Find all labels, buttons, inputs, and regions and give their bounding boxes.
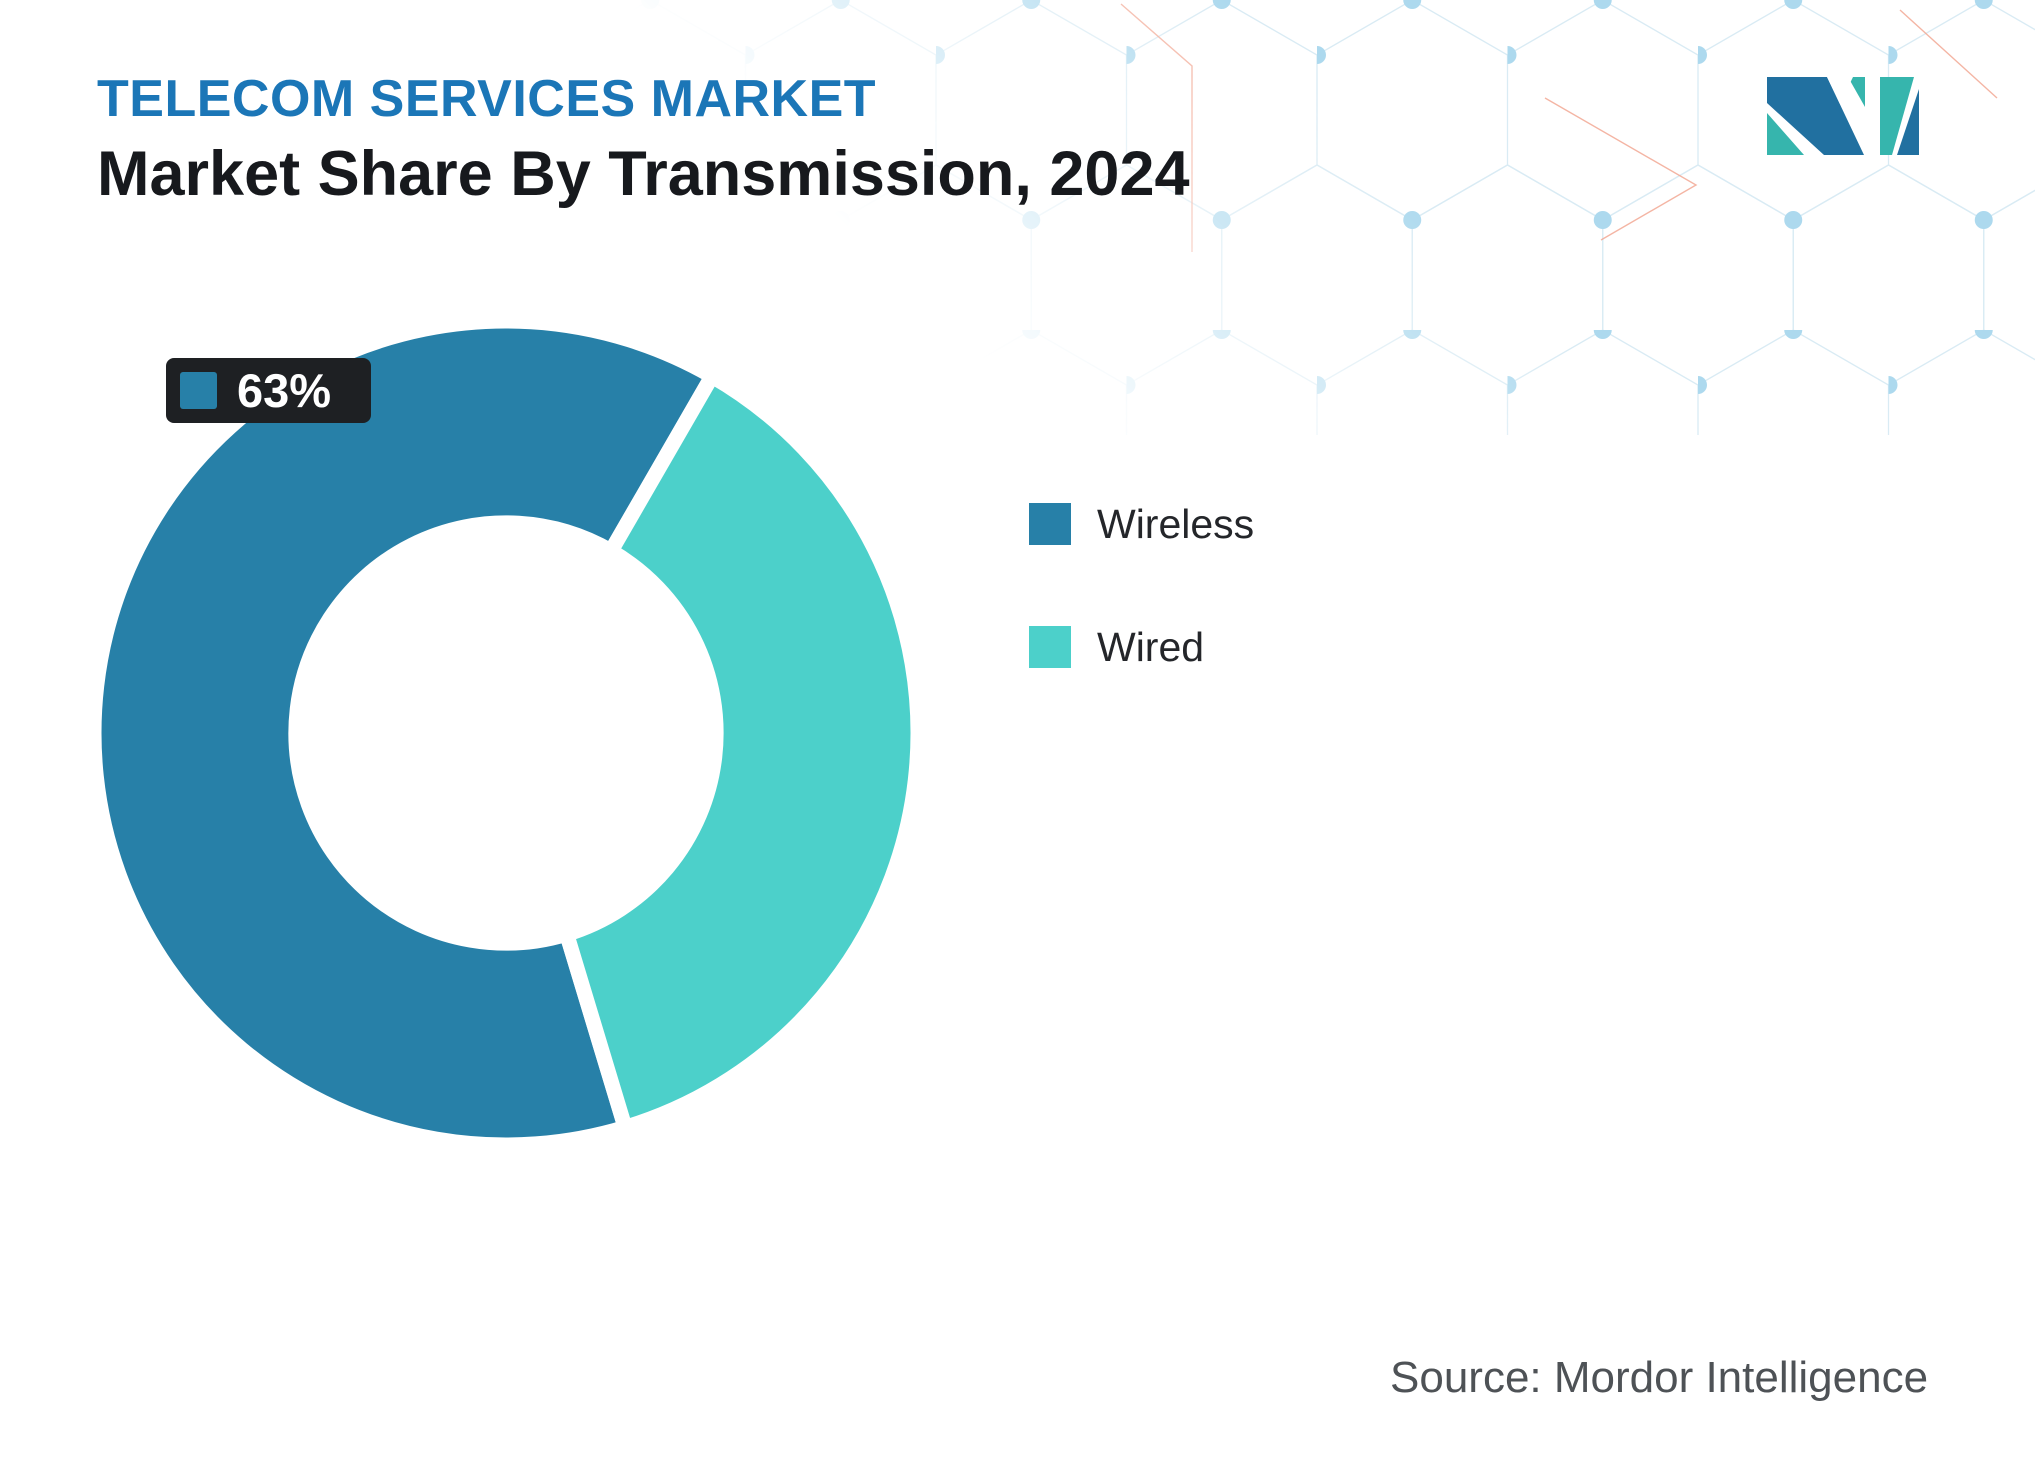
wireless-swatch-icon bbox=[180, 372, 217, 409]
legend-item-wireless: Wireless bbox=[1029, 503, 1254, 545]
header: TELECOM SERVICES MARKET Market Share By … bbox=[97, 72, 1190, 207]
data-label-value: 63% bbox=[237, 364, 332, 417]
source-attribution: Source: Mordor Intelligence bbox=[1390, 1353, 1929, 1402]
donut-slice-wired bbox=[557, 365, 926, 1137]
accent-line bbox=[1544, 97, 1698, 241]
mordor-intelligence-logo bbox=[1767, 77, 1919, 156]
legend-item-wired: Wired bbox=[1029, 626, 1254, 668]
donut-chart-svg bbox=[86, 313, 926, 1153]
donut-chart bbox=[76, 303, 936, 1163]
legend-label: Wired bbox=[1097, 623, 1205, 670]
logo-m-icon bbox=[1767, 77, 1919, 155]
legend: Wireless Wired bbox=[1029, 503, 1254, 668]
wireless-swatch-icon bbox=[1029, 503, 1071, 545]
chart-title: Market Share By Transmission, 2024 bbox=[97, 138, 1190, 209]
data-label-callout: 63% bbox=[166, 358, 372, 423]
legend-label: Wireless bbox=[1097, 500, 1255, 547]
report-title: TELECOM SERVICES MARKET bbox=[97, 70, 877, 128]
wired-swatch-icon bbox=[1029, 626, 1071, 668]
